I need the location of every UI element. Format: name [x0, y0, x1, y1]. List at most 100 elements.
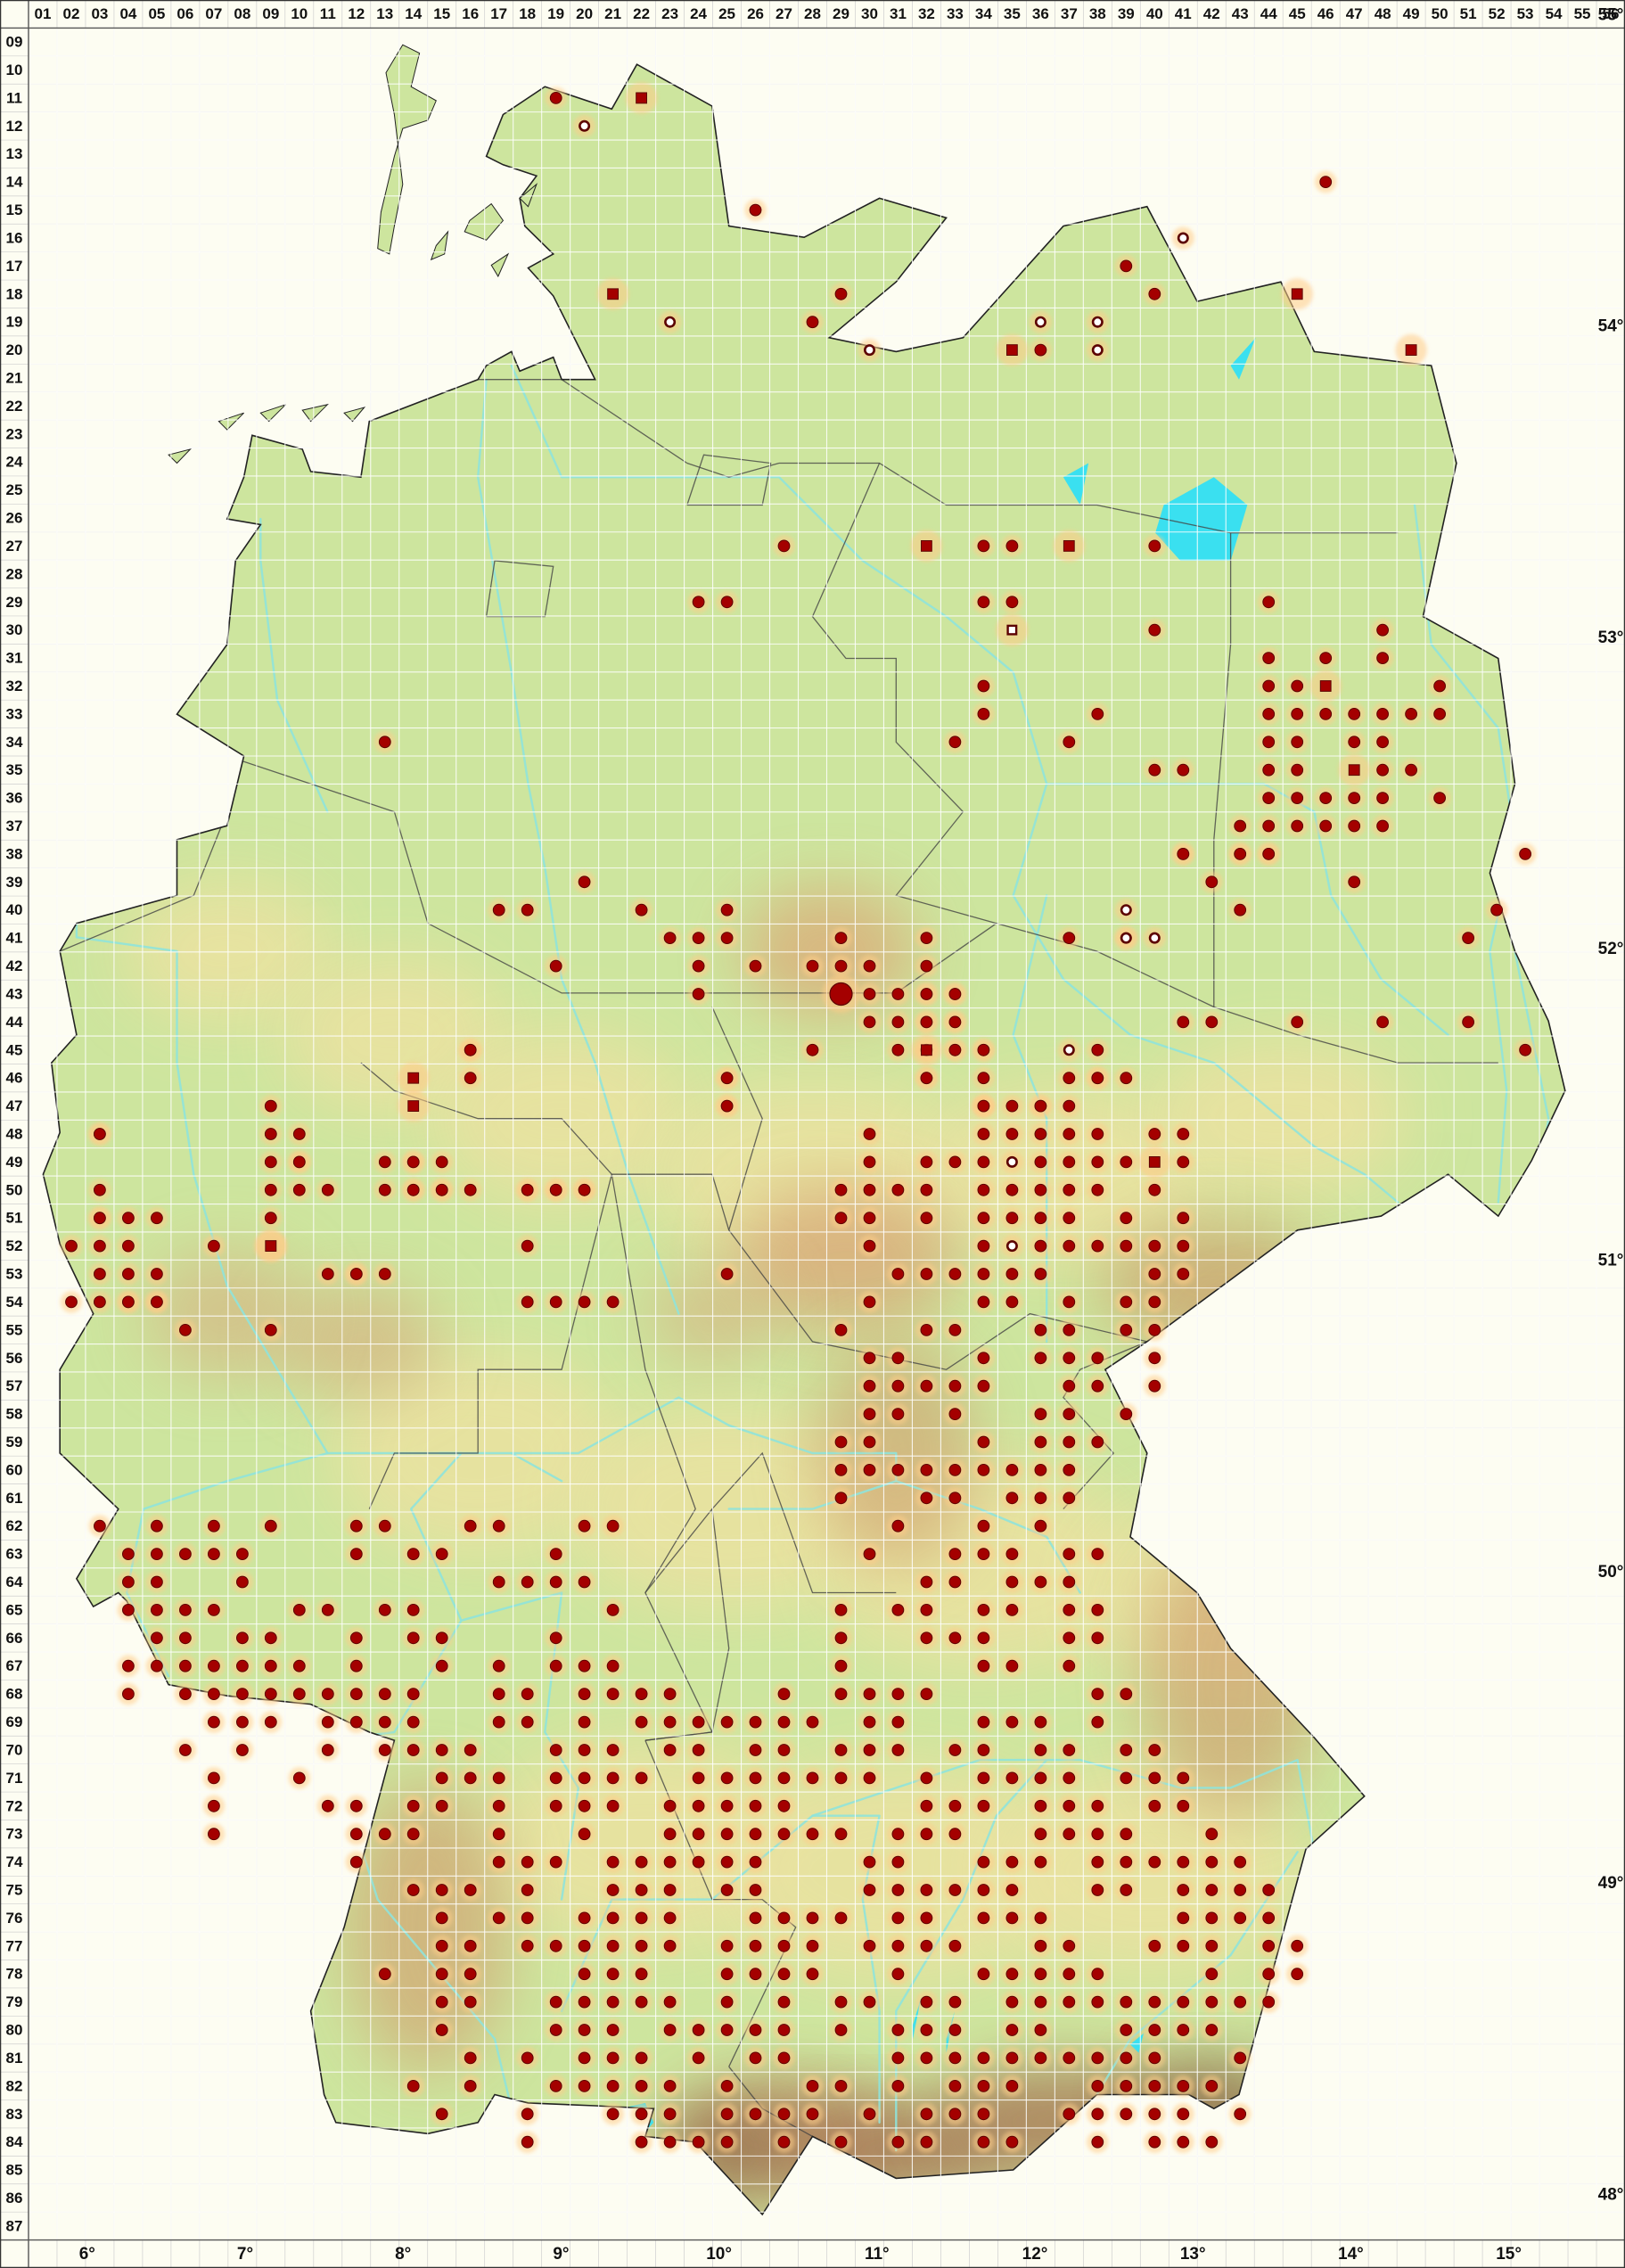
svg-text:59: 59 [6, 1434, 23, 1450]
svg-text:12: 12 [348, 5, 365, 22]
svg-text:25: 25 [718, 5, 735, 22]
svg-text:06: 06 [176, 5, 193, 22]
svg-text:12: 12 [6, 118, 23, 135]
svg-text:84: 84 [6, 2133, 23, 2150]
svg-text:14°: 14° [1338, 2245, 1364, 2264]
svg-text:8°: 8° [395, 2245, 411, 2264]
svg-text:42: 42 [1203, 5, 1220, 22]
svg-text:20: 20 [576, 5, 593, 22]
svg-text:54: 54 [6, 1294, 23, 1311]
svg-text:30: 30 [6, 621, 23, 638]
svg-text:14: 14 [405, 5, 422, 22]
svg-text:53°: 53° [1598, 629, 1624, 647]
svg-text:24: 24 [6, 454, 23, 471]
svg-text:85: 85 [6, 2162, 23, 2179]
svg-text:31: 31 [890, 5, 907, 22]
svg-text:37: 37 [1061, 5, 1078, 22]
svg-text:50: 50 [1432, 5, 1449, 22]
svg-text:55°: 55° [1598, 5, 1624, 24]
svg-text:57: 57 [6, 1377, 23, 1394]
svg-text:39: 39 [6, 874, 23, 891]
svg-text:34: 34 [975, 5, 992, 22]
svg-text:27: 27 [776, 5, 792, 22]
svg-text:11: 11 [6, 89, 22, 106]
svg-text:09: 09 [262, 5, 279, 22]
svg-text:12°: 12° [1022, 2245, 1048, 2264]
svg-text:08: 08 [234, 5, 250, 22]
svg-text:29: 29 [6, 594, 23, 611]
svg-text:67: 67 [6, 1657, 23, 1674]
svg-text:03: 03 [91, 5, 108, 22]
svg-text:35: 35 [1004, 5, 1021, 22]
svg-text:38: 38 [1089, 5, 1106, 22]
svg-text:17: 17 [490, 5, 507, 22]
svg-text:82: 82 [6, 2077, 23, 2094]
svg-text:63: 63 [6, 1546, 23, 1563]
svg-text:48: 48 [6, 1126, 23, 1143]
svg-text:53: 53 [6, 1266, 23, 1283]
svg-text:24: 24 [690, 5, 707, 22]
svg-text:04: 04 [119, 5, 136, 22]
svg-text:27: 27 [6, 538, 23, 555]
svg-text:10: 10 [6, 62, 23, 78]
svg-text:13: 13 [6, 145, 23, 162]
svg-text:51: 51 [1460, 5, 1477, 22]
svg-text:25: 25 [6, 481, 23, 498]
svg-text:14: 14 [6, 174, 23, 191]
svg-text:54: 54 [1546, 5, 1563, 22]
svg-text:15: 15 [6, 201, 23, 218]
svg-text:80: 80 [6, 2022, 23, 2039]
svg-text:72: 72 [6, 1797, 23, 1814]
svg-text:50°: 50° [1598, 1563, 1624, 1582]
svg-text:34: 34 [6, 734, 23, 751]
svg-text:46: 46 [1317, 5, 1334, 22]
svg-text:40: 40 [1146, 5, 1163, 22]
svg-text:46: 46 [6, 1070, 23, 1087]
svg-text:18: 18 [519, 5, 536, 22]
svg-text:22: 22 [633, 5, 650, 22]
svg-text:33: 33 [947, 5, 964, 22]
svg-text:61: 61 [6, 1490, 23, 1507]
svg-text:49°: 49° [1598, 1874, 1624, 1893]
svg-text:16: 16 [6, 229, 23, 246]
svg-text:07: 07 [205, 5, 222, 22]
svg-text:52: 52 [6, 1237, 23, 1254]
svg-text:43: 43 [6, 985, 23, 1002]
svg-text:48: 48 [1375, 5, 1391, 22]
svg-text:28: 28 [804, 5, 821, 22]
svg-text:56: 56 [6, 1350, 23, 1367]
svg-text:86: 86 [6, 2190, 23, 2206]
svg-text:65: 65 [6, 1601, 23, 1618]
svg-text:78: 78 [6, 1966, 23, 1983]
svg-text:33: 33 [6, 705, 23, 722]
svg-text:9°: 9° [553, 2245, 569, 2264]
svg-text:37: 37 [6, 818, 23, 834]
svg-text:58: 58 [6, 1406, 23, 1423]
svg-text:49: 49 [6, 1154, 23, 1171]
svg-text:75: 75 [6, 1882, 23, 1899]
svg-text:23: 23 [6, 425, 23, 442]
svg-text:69: 69 [6, 1713, 23, 1730]
svg-text:51°: 51° [1598, 1252, 1624, 1270]
svg-text:28: 28 [6, 565, 23, 582]
svg-text:50: 50 [6, 1181, 23, 1198]
svg-text:49: 49 [1403, 5, 1420, 22]
svg-text:31: 31 [6, 650, 23, 667]
svg-text:62: 62 [6, 1517, 23, 1534]
svg-text:02: 02 [62, 5, 79, 22]
svg-text:35: 35 [6, 761, 23, 778]
svg-text:7°: 7° [237, 2245, 253, 2264]
svg-text:55: 55 [6, 1321, 23, 1338]
svg-text:39: 39 [1118, 5, 1135, 22]
svg-text:26: 26 [6, 510, 23, 527]
svg-text:41: 41 [6, 930, 23, 947]
svg-text:55: 55 [1574, 5, 1591, 22]
svg-text:09: 09 [6, 34, 23, 51]
svg-text:54°: 54° [1598, 317, 1624, 336]
svg-text:77: 77 [6, 1937, 23, 1954]
svg-text:68: 68 [6, 1686, 23, 1703]
svg-text:73: 73 [6, 1826, 23, 1843]
svg-text:42: 42 [6, 957, 23, 974]
svg-text:13°: 13° [1180, 2245, 1206, 2264]
svg-text:70: 70 [6, 1741, 23, 1758]
